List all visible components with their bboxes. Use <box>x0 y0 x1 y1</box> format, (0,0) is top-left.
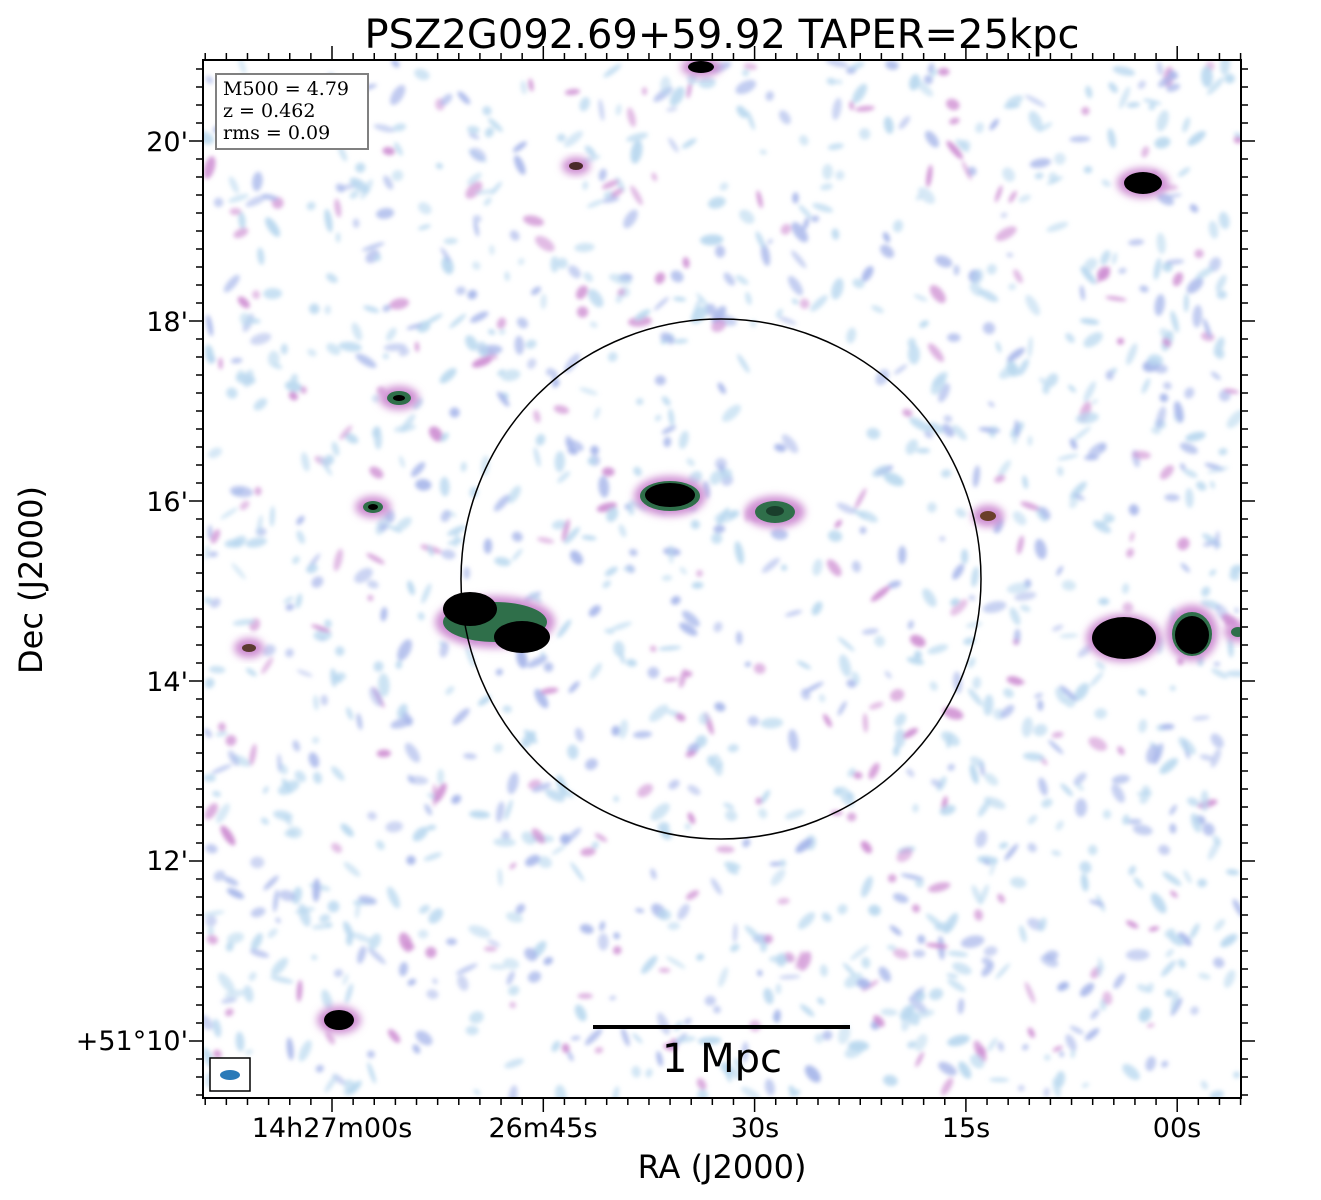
r500-circle <box>460 318 982 840</box>
radio-source <box>317 1006 361 1034</box>
y-tick-label: 18' <box>146 307 188 338</box>
plot-frame <box>202 59 1242 1099</box>
x-axis-label: RA (J2000) <box>638 1148 807 1186</box>
radio-source <box>1086 614 1162 662</box>
radio-source <box>562 157 590 175</box>
radio-source <box>972 505 1004 527</box>
image-panel: M500 = 4.79 z = 0.462 rms = 0.09 1 Mpc <box>189 46 1255 1112</box>
radio-source <box>234 638 264 658</box>
scale-bar-label: 1 Mpc <box>662 1036 782 1082</box>
scale-bar: 1 Mpc <box>593 1025 850 1082</box>
radio-source <box>435 592 555 653</box>
radio-source <box>1117 168 1169 198</box>
x-tick-label: 26m45s <box>488 1113 597 1144</box>
y-tick-label: 12' <box>146 846 188 877</box>
y-tick-label: +51°10' <box>76 1026 188 1057</box>
info-rms: rms = 0.09 <box>223 122 330 144</box>
y-tick-label: 14' <box>146 667 188 698</box>
x-tick-label: 15s <box>942 1113 990 1144</box>
axis-ticks <box>189 46 1255 1112</box>
y-tick-label: 16' <box>146 487 188 518</box>
info-redshift: z = 0.462 <box>223 100 315 122</box>
y-axis-label: Dec (J2000) <box>12 486 50 674</box>
radio-source <box>634 476 706 516</box>
x-tick-labels: 14h27m00s 26m45s 30s 15s 00s <box>252 1113 1202 1144</box>
radio-sources <box>234 60 1241 1034</box>
x-tick-label: 30s <box>731 1113 779 1144</box>
beam-indicator <box>209 1057 251 1092</box>
noise-speckles <box>203 60 1241 1098</box>
radio-source <box>745 496 805 528</box>
radio-source <box>1224 622 1241 642</box>
radio-source <box>355 496 391 518</box>
radio-source <box>681 60 721 77</box>
y-tick-labels: 20' 18' 16' 14' 12' +51°10' <box>76 127 188 1057</box>
radio-source <box>379 386 419 410</box>
y-tick-label: 20' <box>146 127 188 158</box>
info-box: M500 = 4.79 z = 0.462 rms = 0.09 <box>215 73 369 150</box>
info-m500: M500 = 4.79 <box>223 78 349 100</box>
radio-source <box>1166 605 1218 661</box>
x-tick-label: 00s <box>1153 1113 1201 1144</box>
figure-title: PSZ2G092.69+59.92 TAPER=25kpc <box>365 12 1080 58</box>
x-tick-label: 14h27m00s <box>252 1113 413 1144</box>
